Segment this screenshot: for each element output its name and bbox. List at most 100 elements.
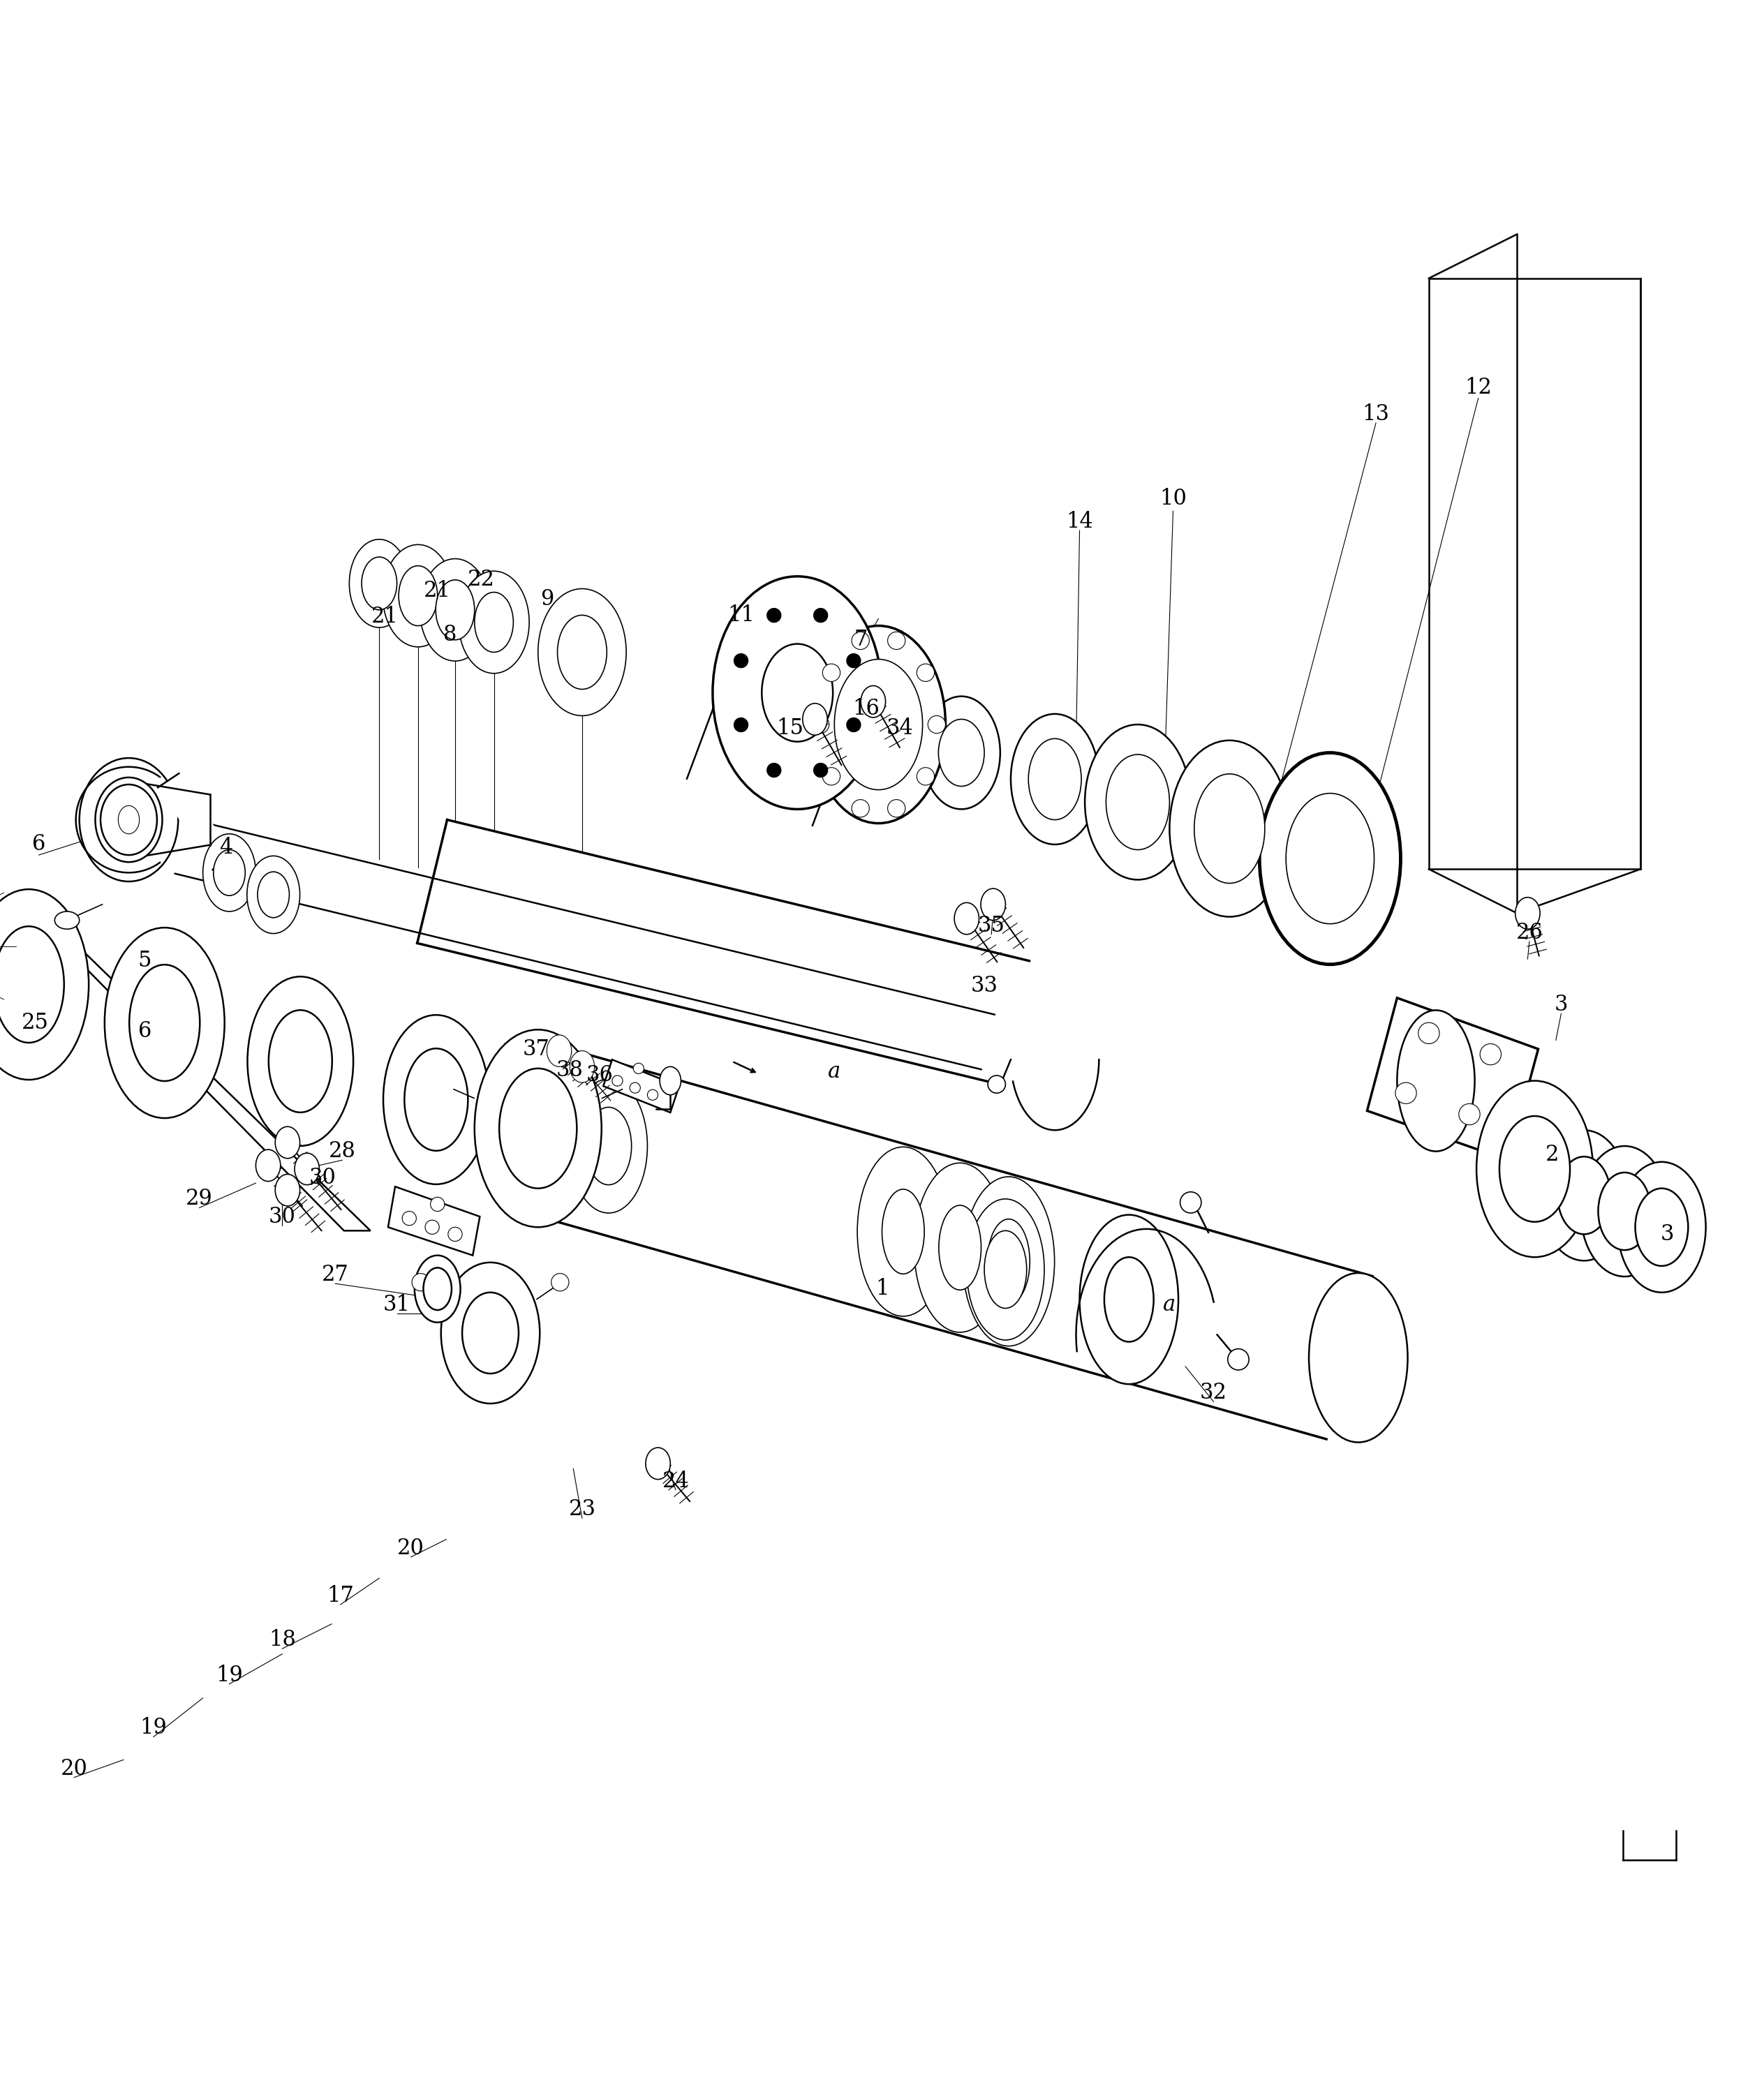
- Ellipse shape: [1106, 755, 1170, 849]
- Circle shape: [852, 631, 870, 650]
- Text: 17: 17: [326, 1585, 355, 1606]
- Ellipse shape: [275, 1175, 300, 1207]
- Ellipse shape: [1011, 713, 1099, 845]
- Text: 22: 22: [467, 569, 496, 592]
- Ellipse shape: [981, 889, 1005, 920]
- Text: 30: 30: [309, 1167, 337, 1188]
- Ellipse shape: [1309, 1273, 1408, 1443]
- Polygon shape: [603, 1060, 679, 1112]
- Ellipse shape: [538, 590, 626, 715]
- Circle shape: [917, 663, 935, 682]
- Text: 12: 12: [1464, 376, 1492, 399]
- Text: 5: 5: [138, 949, 152, 972]
- Text: 3: 3: [1554, 993, 1568, 1016]
- Text: 26: 26: [1515, 922, 1544, 943]
- Circle shape: [811, 715, 829, 734]
- Ellipse shape: [268, 1010, 332, 1112]
- Ellipse shape: [475, 1029, 602, 1227]
- Text: 14: 14: [1065, 510, 1094, 533]
- Ellipse shape: [362, 556, 397, 611]
- Ellipse shape: [436, 579, 475, 640]
- Circle shape: [917, 767, 935, 784]
- Ellipse shape: [547, 1035, 572, 1066]
- Circle shape: [822, 663, 840, 682]
- Text: 32: 32: [1200, 1382, 1228, 1403]
- Ellipse shape: [882, 1190, 924, 1273]
- Ellipse shape: [213, 849, 245, 895]
- Ellipse shape: [258, 872, 289, 918]
- Ellipse shape: [938, 719, 984, 786]
- Text: 9: 9: [540, 588, 554, 611]
- Ellipse shape: [834, 659, 923, 790]
- Circle shape: [734, 717, 748, 732]
- Circle shape: [448, 1227, 462, 1242]
- Polygon shape: [1367, 997, 1538, 1161]
- Ellipse shape: [861, 686, 886, 717]
- Circle shape: [734, 654, 748, 667]
- Circle shape: [852, 799, 870, 818]
- Text: a: a: [1162, 1294, 1177, 1315]
- Ellipse shape: [404, 1048, 467, 1150]
- Ellipse shape: [101, 784, 157, 855]
- Ellipse shape: [570, 1052, 594, 1083]
- Ellipse shape: [914, 1163, 1005, 1332]
- Polygon shape: [388, 1186, 480, 1255]
- Ellipse shape: [1618, 1163, 1706, 1292]
- Text: 19: 19: [139, 1717, 168, 1740]
- Circle shape: [847, 654, 861, 667]
- Text: 6: 6: [138, 1020, 152, 1041]
- Circle shape: [887, 631, 905, 650]
- Ellipse shape: [1635, 1188, 1688, 1265]
- Circle shape: [813, 763, 827, 778]
- Polygon shape: [515, 1048, 1372, 1439]
- Ellipse shape: [55, 912, 79, 928]
- Ellipse shape: [420, 558, 490, 661]
- Ellipse shape: [967, 1198, 1044, 1340]
- Ellipse shape: [570, 1079, 647, 1213]
- Circle shape: [822, 767, 840, 784]
- Ellipse shape: [247, 976, 353, 1146]
- Circle shape: [550, 1273, 568, 1290]
- Ellipse shape: [1581, 1146, 1669, 1276]
- Circle shape: [630, 1083, 640, 1094]
- Ellipse shape: [0, 926, 64, 1043]
- Text: 3: 3: [1660, 1223, 1674, 1244]
- Text: 15: 15: [776, 717, 804, 738]
- Ellipse shape: [938, 1204, 981, 1290]
- Ellipse shape: [811, 625, 946, 824]
- Text: 21: 21: [370, 606, 399, 627]
- Ellipse shape: [1170, 740, 1289, 916]
- Ellipse shape: [349, 539, 409, 627]
- Ellipse shape: [1080, 1215, 1178, 1384]
- Ellipse shape: [557, 615, 607, 690]
- Ellipse shape: [1397, 1010, 1475, 1152]
- Text: 10: 10: [1159, 487, 1187, 510]
- Circle shape: [413, 1273, 430, 1290]
- Ellipse shape: [499, 1069, 577, 1188]
- Ellipse shape: [499, 1043, 577, 1213]
- Ellipse shape: [129, 964, 199, 1081]
- Circle shape: [928, 715, 946, 734]
- Text: 31: 31: [383, 1294, 411, 1315]
- Ellipse shape: [95, 778, 162, 861]
- Ellipse shape: [988, 1219, 1030, 1303]
- Polygon shape: [686, 675, 852, 826]
- Circle shape: [1480, 1043, 1501, 1064]
- Ellipse shape: [118, 805, 139, 834]
- Circle shape: [767, 763, 781, 778]
- Polygon shape: [1429, 278, 1641, 870]
- Ellipse shape: [857, 1146, 949, 1315]
- Circle shape: [647, 1089, 658, 1100]
- Circle shape: [612, 1075, 623, 1085]
- Text: 18: 18: [268, 1629, 296, 1650]
- Ellipse shape: [660, 1066, 681, 1096]
- Text: 2: 2: [1545, 1144, 1559, 1165]
- Circle shape: [1418, 1022, 1439, 1043]
- Polygon shape: [418, 820, 1028, 1085]
- Ellipse shape: [1194, 774, 1265, 882]
- Ellipse shape: [954, 903, 979, 935]
- Ellipse shape: [963, 1177, 1055, 1347]
- Ellipse shape: [462, 1292, 519, 1374]
- Text: 36: 36: [586, 1064, 614, 1087]
- Text: 38: 38: [556, 1060, 584, 1081]
